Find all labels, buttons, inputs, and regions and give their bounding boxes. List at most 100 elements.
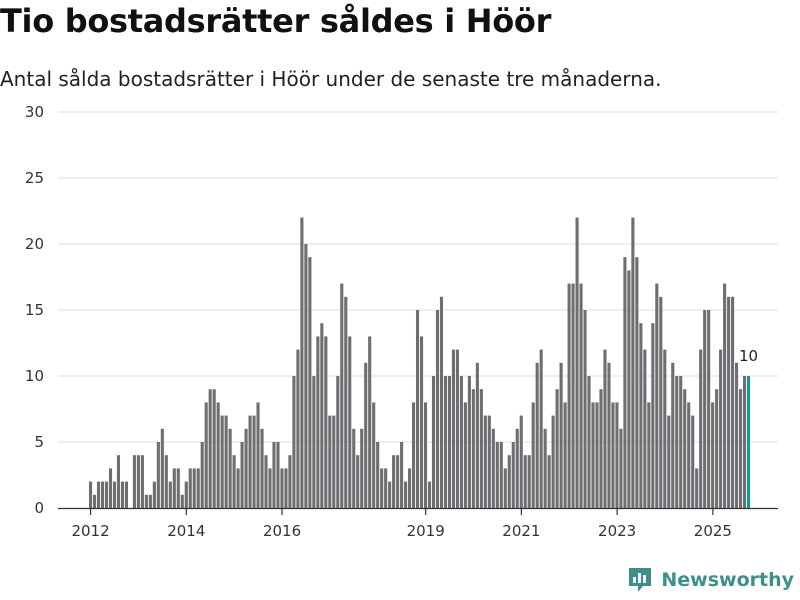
- bar: [519, 415, 523, 508]
- y-tick-label: 5: [34, 433, 44, 451]
- bar: [192, 468, 196, 508]
- bar: [312, 376, 316, 508]
- bar: [503, 468, 507, 508]
- x-tick-label: 2014: [167, 522, 205, 540]
- bar: [739, 389, 743, 508]
- bar: [388, 481, 392, 508]
- bar: [623, 257, 627, 508]
- bar: [459, 376, 463, 508]
- bar: [663, 349, 667, 508]
- bar: [172, 468, 176, 508]
- bar: [659, 296, 663, 508]
- bar: [507, 455, 511, 508]
- bar: [316, 336, 320, 508]
- bar: [116, 455, 121, 508]
- bar: [340, 283, 344, 508]
- bar: [535, 362, 539, 508]
- bar: [599, 389, 603, 508]
- bar: [240, 442, 244, 508]
- bar: [248, 415, 252, 508]
- y-tick-label: 30: [25, 103, 44, 121]
- bar: [400, 442, 404, 508]
- bar: [348, 336, 352, 508]
- bar: [571, 283, 575, 508]
- bar: [252, 415, 256, 508]
- bar: [543, 428, 547, 508]
- bar: [523, 455, 527, 508]
- bar: [104, 481, 109, 508]
- bar: [344, 296, 348, 508]
- bar: [419, 336, 424, 508]
- chart-title: Tio bostadsrätter såldes i Höör: [0, 2, 552, 40]
- bar: [264, 455, 268, 508]
- bar: [356, 455, 360, 508]
- bar: [435, 310, 440, 508]
- bar: [144, 494, 148, 508]
- bar: [184, 481, 188, 508]
- bar: [392, 455, 396, 508]
- bar: [735, 362, 739, 508]
- x-tick-label: 2021: [502, 522, 540, 540]
- bar: [296, 349, 300, 508]
- bar: [575, 217, 579, 508]
- bar: [284, 468, 288, 508]
- bar: [707, 310, 711, 508]
- bar: [443, 376, 448, 508]
- bar: [463, 402, 467, 508]
- bar: [212, 389, 216, 508]
- bar: [531, 402, 535, 508]
- chart-subtitle: Antal sålda bostadsrätter i Höör under d…: [0, 67, 662, 91]
- bar: [667, 415, 671, 508]
- y-tick-label: 15: [25, 301, 44, 319]
- bar: [691, 415, 695, 508]
- bar: [372, 402, 376, 508]
- bar: [268, 468, 272, 508]
- bar: [360, 428, 364, 508]
- y-tick-label: 25: [25, 169, 44, 187]
- bar: [683, 389, 687, 508]
- bar: [515, 428, 519, 508]
- x-tick-label: 2025: [694, 522, 732, 540]
- bar: [603, 349, 607, 508]
- bar: [120, 481, 125, 508]
- bar: [132, 455, 136, 508]
- bar: [715, 389, 719, 508]
- bar: [527, 455, 531, 508]
- bar: [587, 376, 591, 508]
- bar: [180, 494, 184, 508]
- bar: [380, 468, 384, 508]
- bar: [455, 349, 459, 508]
- x-tick-label: 2012: [71, 522, 109, 540]
- bar: [611, 402, 615, 508]
- bar: [108, 468, 113, 508]
- bar: [703, 310, 707, 508]
- brand-logo: Newsworthy: [627, 566, 794, 594]
- bar: [136, 455, 140, 508]
- bar: [148, 494, 152, 508]
- bar: [731, 296, 735, 508]
- bar: [423, 402, 428, 508]
- bar: [627, 270, 631, 508]
- bar: [352, 428, 356, 508]
- bar: [742, 376, 747, 508]
- bar: [651, 323, 655, 508]
- bar: [244, 428, 248, 508]
- bar: [176, 468, 180, 508]
- bar: [228, 428, 232, 508]
- bar: [447, 376, 452, 508]
- bar: [723, 283, 727, 508]
- bar: [495, 442, 499, 508]
- bar: [100, 481, 105, 508]
- bar: [607, 362, 611, 508]
- bar: [479, 389, 483, 508]
- bar: [288, 455, 292, 508]
- bar: [200, 442, 204, 508]
- bar: [272, 442, 276, 508]
- bar: [595, 402, 599, 508]
- bar: [567, 283, 571, 508]
- bar: [719, 349, 723, 508]
- bar: [204, 402, 208, 508]
- bar: [559, 362, 563, 508]
- bar: [675, 376, 679, 508]
- bar: [220, 415, 224, 508]
